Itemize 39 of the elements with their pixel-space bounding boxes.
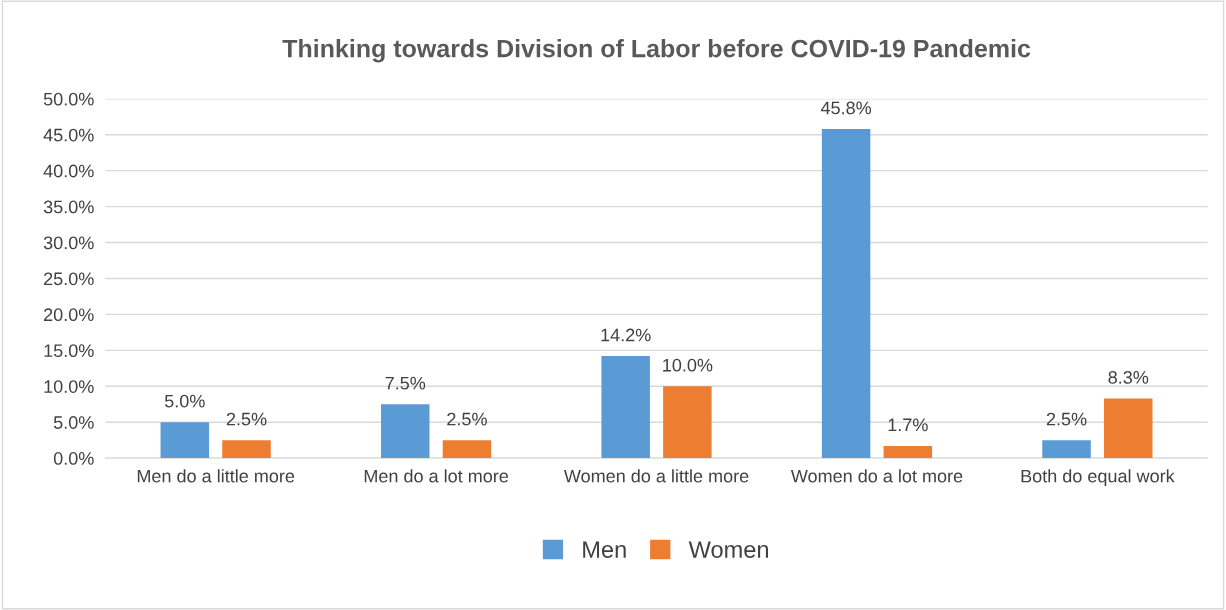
legend-label: Men bbox=[583, 541, 626, 558]
bar bbox=[663, 386, 712, 459]
y-tick-label: 50.0% bbox=[43, 92, 94, 106]
bar bbox=[821, 129, 871, 459]
x-tick-label: Both do equal work bbox=[1021, 469, 1175, 487]
y-tick-label: 10.0% bbox=[44, 380, 94, 393]
data-label: 1.7% bbox=[888, 418, 928, 432]
bar bbox=[160, 422, 210, 459]
y-tick-label: 25.0% bbox=[44, 272, 94, 286]
y-tick-label: 5.0% bbox=[53, 416, 94, 429]
data-label: 2.5% bbox=[226, 412, 267, 426]
bar bbox=[601, 356, 650, 459]
x-tick-label: Men do a little more bbox=[137, 469, 295, 483]
bar bbox=[1042, 440, 1091, 459]
data-label: 7.5% bbox=[385, 376, 426, 390]
data-label: 14.2% bbox=[601, 328, 651, 342]
data-label: 5.0% bbox=[164, 394, 205, 408]
data-label: 8.3% bbox=[1108, 371, 1149, 384]
bar bbox=[380, 404, 430, 459]
legend-label: Women bbox=[688, 541, 769, 558]
y-tick-label: 45.0% bbox=[43, 128, 94, 142]
data-label: 2.5% bbox=[1046, 412, 1087, 426]
x-tick-label: Women do a little more bbox=[563, 469, 749, 483]
y-tick-label: 30.0% bbox=[43, 236, 94, 250]
x-tick-label: Men do a lot more bbox=[364, 469, 509, 483]
x-tick-label: Women do a lot more bbox=[790, 469, 963, 483]
y-tick-label: 0.0% bbox=[53, 452, 94, 465]
bar bbox=[222, 440, 271, 459]
bar bbox=[1104, 398, 1153, 459]
y-tick-label: 15.0% bbox=[44, 344, 94, 358]
data-label: 10.0% bbox=[663, 358, 713, 372]
chart-title: Thinking towards Division of Labor before COVID-19 Pandemic bbox=[282, 39, 1031, 63]
bar bbox=[883, 445, 933, 459]
bar bbox=[442, 440, 492, 459]
y-tick-label: 40.0% bbox=[43, 164, 94, 178]
data-label: 2.5% bbox=[447, 412, 487, 426]
data-label: 45.8% bbox=[820, 101, 872, 115]
y-tick-label: 35.0% bbox=[43, 200, 94, 214]
y-tick-label: 20.0% bbox=[44, 308, 94, 322]
